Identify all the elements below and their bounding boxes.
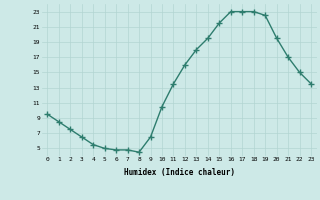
X-axis label: Humidex (Indice chaleur): Humidex (Indice chaleur): [124, 168, 235, 177]
